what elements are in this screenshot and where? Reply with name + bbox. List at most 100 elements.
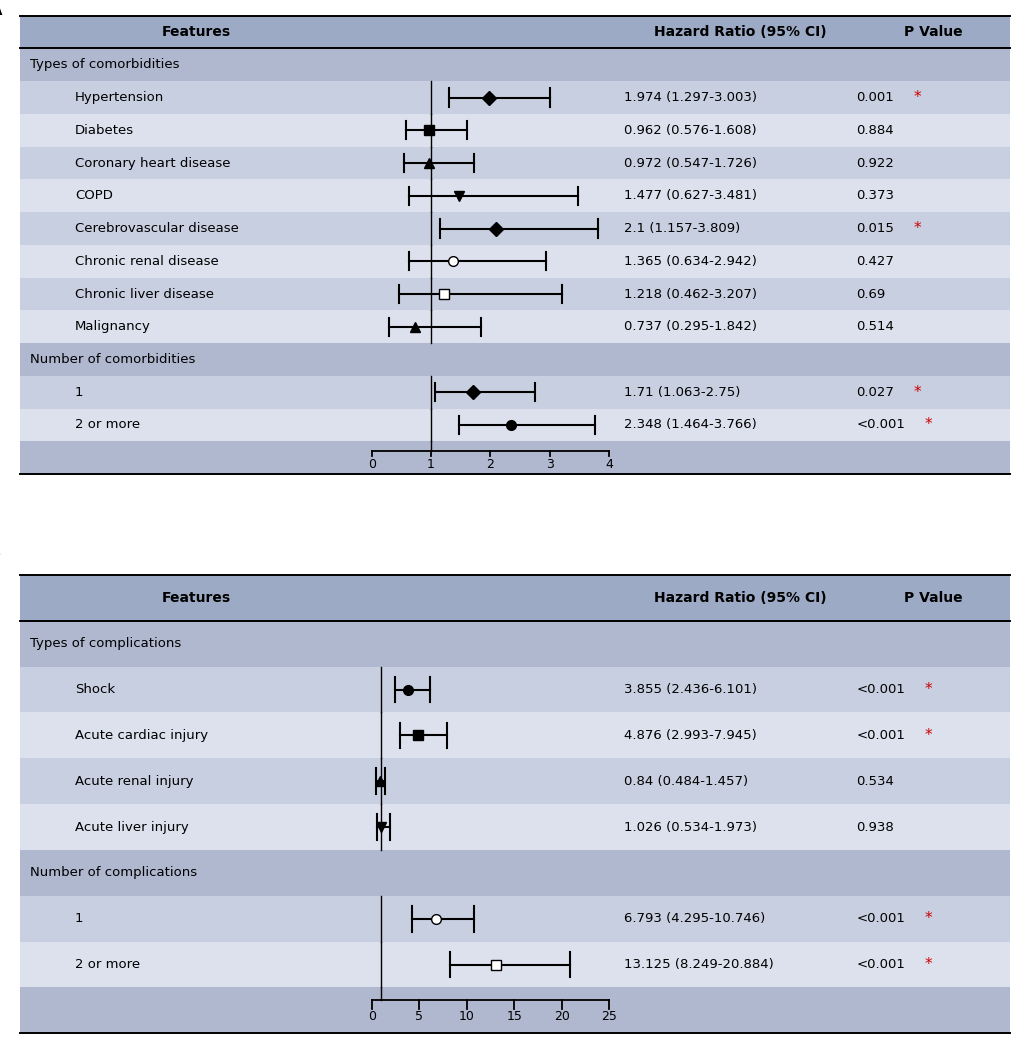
Text: Acute cardiac injury: Acute cardiac injury (74, 729, 208, 742)
Text: Features: Features (161, 591, 230, 605)
Text: Hazard Ratio (95% CI): Hazard Ratio (95% CI) (653, 25, 825, 39)
Text: *: * (924, 418, 931, 432)
Text: Types of comorbidities: Types of comorbidities (31, 59, 179, 71)
Bar (20, 147, 1009, 179)
Text: 4.876 (2.993-7.945): 4.876 (2.993-7.945) (624, 729, 756, 742)
Text: Cerebrovascular disease: Cerebrovascular disease (74, 222, 238, 235)
Text: 0.938: 0.938 (856, 820, 894, 834)
Text: *: * (924, 682, 931, 697)
Text: P Value: P Value (903, 25, 962, 39)
Text: *: * (924, 912, 931, 926)
Text: *: * (912, 221, 920, 236)
Text: 4: 4 (604, 457, 612, 471)
Bar (20, 81, 1009, 114)
Text: <0.001: <0.001 (856, 729, 905, 742)
Text: Acute liver injury: Acute liver injury (74, 820, 189, 834)
Text: <0.001: <0.001 (856, 419, 905, 431)
Text: 0.69: 0.69 (856, 287, 884, 300)
Bar (20, 987, 1009, 1033)
Text: Diabetes: Diabetes (74, 124, 133, 136)
Bar (20, 114, 1009, 147)
Text: 1.974 (1.297-3.003): 1.974 (1.297-3.003) (624, 91, 756, 104)
Text: 0: 0 (367, 1010, 375, 1024)
Text: 1.218 (0.462-3.207): 1.218 (0.462-3.207) (624, 287, 756, 300)
Text: *: * (912, 90, 920, 105)
Bar (20, 805, 1009, 850)
Text: 0.884: 0.884 (856, 124, 894, 136)
Text: A: A (0, 0, 2, 21)
Text: <0.001: <0.001 (856, 958, 905, 971)
Text: 0.737 (0.295-1.842): 0.737 (0.295-1.842) (624, 320, 756, 334)
Text: 1: 1 (74, 913, 84, 925)
Bar (20, 621, 1009, 666)
Text: 6.793 (4.295-10.746): 6.793 (4.295-10.746) (624, 913, 764, 925)
Bar (20, 666, 1009, 712)
Text: 0.84 (0.484-1.457): 0.84 (0.484-1.457) (624, 774, 747, 788)
Text: 3.855 (2.436-6.101): 3.855 (2.436-6.101) (624, 683, 756, 695)
Text: *: * (912, 385, 920, 400)
Text: 2 or more: 2 or more (74, 419, 140, 431)
Text: Types of complications: Types of complications (31, 637, 181, 650)
Text: 10: 10 (459, 1010, 474, 1024)
Bar (20, 278, 1009, 311)
Text: 0.427: 0.427 (856, 255, 894, 267)
Text: 0.373: 0.373 (856, 189, 894, 202)
Text: 5: 5 (415, 1010, 423, 1024)
Text: Number of complications: Number of complications (31, 866, 198, 879)
Text: 0.001: 0.001 (856, 91, 894, 104)
Text: 1.477 (0.627-3.481): 1.477 (0.627-3.481) (624, 189, 756, 202)
Text: COPD: COPD (74, 189, 112, 202)
Bar (20, 376, 1009, 409)
Text: 2.348 (1.464-3.766): 2.348 (1.464-3.766) (624, 419, 756, 431)
Text: Chronic renal disease: Chronic renal disease (74, 255, 218, 267)
Text: 0.962 (0.576-1.608): 0.962 (0.576-1.608) (624, 124, 756, 136)
Text: Chronic liver disease: Chronic liver disease (74, 287, 214, 300)
Text: 20: 20 (553, 1010, 569, 1024)
Text: Hazard Ratio (95% CI): Hazard Ratio (95% CI) (653, 591, 825, 605)
Text: 25: 25 (600, 1010, 616, 1024)
Text: 2 or more: 2 or more (74, 958, 140, 971)
Text: *: * (924, 728, 931, 743)
Bar (20, 758, 1009, 805)
Text: Hypertension: Hypertension (74, 91, 164, 104)
Text: Acute renal injury: Acute renal injury (74, 774, 194, 788)
Text: 0.027: 0.027 (856, 386, 894, 399)
Text: 0: 0 (367, 457, 375, 471)
Text: Coronary heart disease: Coronary heart disease (74, 156, 230, 170)
Bar (20, 16, 1009, 48)
Text: <0.001: <0.001 (856, 683, 905, 695)
Text: Features: Features (161, 25, 230, 39)
Bar (20, 896, 1009, 942)
Text: 15: 15 (505, 1010, 522, 1024)
Text: 0.015: 0.015 (856, 222, 894, 235)
Text: 0.534: 0.534 (856, 774, 894, 788)
Text: B: B (0, 538, 2, 566)
Bar (20, 343, 1009, 376)
Text: 0.514: 0.514 (856, 320, 894, 334)
Text: 1.026 (0.534-1.973): 1.026 (0.534-1.973) (624, 820, 756, 834)
Bar (20, 311, 1009, 343)
Text: 0.922: 0.922 (856, 156, 894, 170)
Text: Number of comorbidities: Number of comorbidities (31, 354, 196, 366)
Text: 1: 1 (427, 457, 434, 471)
Bar (20, 850, 1009, 896)
Text: *: * (924, 957, 931, 972)
Text: <0.001: <0.001 (856, 913, 905, 925)
Bar (20, 179, 1009, 212)
Text: 2.1 (1.157-3.809): 2.1 (1.157-3.809) (624, 222, 740, 235)
Bar (20, 48, 1009, 81)
Bar (20, 409, 1009, 442)
Text: 1.365 (0.634-2.942): 1.365 (0.634-2.942) (624, 255, 756, 267)
Text: 3: 3 (545, 457, 553, 471)
Bar (20, 244, 1009, 278)
Text: 1: 1 (74, 386, 84, 399)
Text: 2: 2 (486, 457, 494, 471)
Bar (20, 712, 1009, 758)
Bar (20, 442, 1009, 474)
Text: Shock: Shock (74, 683, 115, 695)
Bar (20, 942, 1009, 987)
Text: P Value: P Value (903, 591, 962, 605)
Text: Malignancy: Malignancy (74, 320, 151, 334)
Bar (20, 212, 1009, 244)
Bar (20, 575, 1009, 621)
